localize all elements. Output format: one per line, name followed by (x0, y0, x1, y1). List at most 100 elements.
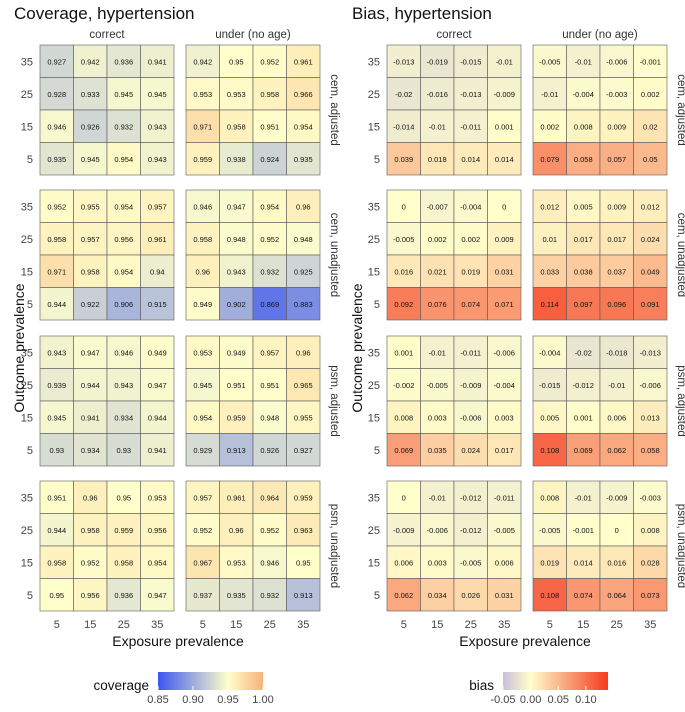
coverage-heatmap-cell (252, 222, 287, 256)
coverage-cell-value-label: 0.949 (148, 348, 167, 357)
bias-cell-value-label: 0.033 (540, 267, 559, 276)
bias-cell-value-label: 0.024 (461, 446, 480, 455)
coverage-y-tick-label: 15 (21, 121, 33, 133)
coverage-cell-value-label: 0.954 (294, 122, 313, 131)
bias-cell-value-label: -0.006 (494, 348, 515, 357)
coverage-heatmap-cell (286, 480, 321, 514)
bias-heatmap-cell (566, 368, 601, 402)
coverage-cell-value-label: 0.952 (260, 526, 279, 535)
bias-heatmap-cell (599, 142, 634, 176)
bias-cell-value-label: -0.001 (573, 526, 594, 535)
coverage-cell-value-label: 0.958 (260, 90, 279, 99)
bias-cell-value-label: 0.026 (461, 591, 480, 600)
coverage-heatmap-cell (73, 480, 108, 514)
coverage-cell-value-label: 0.961 (148, 235, 167, 244)
coverage-heatmap-cell (252, 513, 287, 547)
bias-cell-value-label: 0.074 (461, 300, 480, 309)
bias-row-facet-label: psm, unadjusted (675, 504, 685, 588)
bias-row-facet-label: psm, adjusted (675, 365, 685, 437)
coverage-heatmap-cell (185, 254, 220, 288)
bias-heatmap-cell (532, 77, 567, 111)
coverage-heatmap-cell (286, 400, 321, 434)
bias-cell-value-label: 0.002 (461, 235, 480, 244)
bias-cell-value-label: 0.002 (428, 235, 447, 244)
bias-cell-value-label: 0.008 (641, 526, 660, 535)
coverage-cell-value-label: 0.957 (81, 235, 100, 244)
bias-cell-value-label: -0.005 (539, 526, 560, 535)
coverage-cell-value-label: 0.93 (116, 446, 131, 455)
bias-cell-value-label: -0.011 (460, 122, 481, 131)
bias-heatmap-cell (599, 513, 634, 547)
bias-cell-value-label: -0.006 (640, 381, 661, 390)
bias-cell-value-label: -0.014 (393, 122, 414, 131)
coverage-x-tick-label: 5 (54, 619, 60, 631)
bias-heatmap-cell (532, 254, 567, 288)
coverage-row-facet-label: cem, unadjusted (328, 213, 340, 297)
bias-cell-value-label: 0.062 (607, 446, 626, 455)
bias-heatmap-cell (599, 480, 634, 514)
bias-cell-value-label: 0.028 (641, 558, 660, 567)
coverage-cell-value-label: 0.957 (193, 493, 212, 502)
coverage-heatmap-cell (219, 222, 254, 256)
coverage-cell-value-label: 0.944 (47, 526, 66, 535)
coverage-cell-value-label: 0.927 (294, 446, 313, 455)
bias-heatmap-cell (633, 545, 668, 579)
bias-heatmap-cell (532, 109, 567, 143)
coverage-cell-value-label: 0.954 (148, 558, 167, 567)
bias-cell-value-label: 0.009 (607, 122, 626, 131)
coverage-cell-value-label: 0.965 (294, 381, 313, 390)
bias-cell-value-label: -0.005 (460, 558, 481, 567)
coverage-cell-value-label: 0.959 (193, 155, 212, 164)
bias-cell-value-label: -0.01 (429, 493, 446, 502)
bias-cell-value-label: -0.003 (640, 493, 661, 502)
bias-heatmap-cell (386, 287, 421, 321)
coverage-cell-value-label: 0.942 (193, 57, 212, 66)
bias-heatmap-cell (386, 335, 421, 369)
coverage-cell-value-label: 0.957 (260, 348, 279, 357)
bias-heatmap-cell (453, 254, 488, 288)
coverage-y-tick-label: 35 (21, 347, 33, 359)
bias-cell-value-label: 0.006 (394, 558, 413, 567)
coverage-cell-value-label: 0.929 (193, 446, 212, 455)
bias-heatmap-cell (487, 433, 522, 467)
bias-heatmap-cell (633, 222, 668, 256)
bias-heatmap-cell (420, 287, 455, 321)
coverage-heatmap-cell (39, 545, 74, 579)
coverage-cell-value-label: 0.951 (227, 381, 246, 390)
coverage-heatmap-cell (185, 433, 220, 467)
coverage-heatmap-cell (286, 254, 321, 288)
coverage-cell-value-label: 0.883 (294, 300, 313, 309)
bias-cell-value-label: -0.011 (460, 348, 481, 357)
coverage-heatmap-cell (39, 513, 74, 547)
bias-heatmap-cell (633, 578, 668, 612)
coverage-heatmap-cell (185, 142, 220, 176)
coverage-heatmap-cell (73, 400, 108, 434)
bias-cell-value-label: 0.071 (495, 300, 514, 309)
coverage-heatmap-cell (106, 400, 141, 434)
coverage-heatmap-cell (39, 578, 74, 612)
coverage-cell-value-label: 0.952 (193, 526, 212, 535)
bias-cell-value-label: -0.013 (640, 348, 661, 357)
coverage-legend-tick-label: 1.00 (252, 694, 273, 706)
coverage-y-tick-label: 25 (21, 234, 33, 246)
bias-legend-colorbar (503, 672, 608, 690)
bias-heatmap-cell (566, 545, 601, 579)
coverage-heatmap-cell (286, 433, 321, 467)
bias-heatmap-cell (487, 222, 522, 256)
coverage-cell-value-label: 0.941 (148, 446, 167, 455)
bias-heatmap-cell (566, 142, 601, 176)
bias-cell-value-label: -0.005 (494, 526, 515, 535)
coverage-cell-value-label: 0.958 (193, 235, 212, 244)
coverage-cell-value-label: 0.952 (47, 202, 66, 211)
bias-cell-value-label: 0.009 (495, 235, 514, 244)
coverage-cell-value-label: 0.955 (294, 413, 313, 422)
coverage-cell-value-label: 0.967 (193, 558, 212, 567)
bias-cell-value-label: 0.003 (428, 413, 447, 422)
coverage-cell-value-label: 0.949 (227, 348, 246, 357)
bias-cell-value-label: -0.015 (460, 57, 481, 66)
coverage-y-tick-label: 15 (21, 557, 33, 569)
bias-heatmap-cell (633, 287, 668, 321)
coverage-y-tick-label: 25 (21, 380, 33, 392)
coverage-cell-value-label: 0.958 (47, 558, 66, 567)
